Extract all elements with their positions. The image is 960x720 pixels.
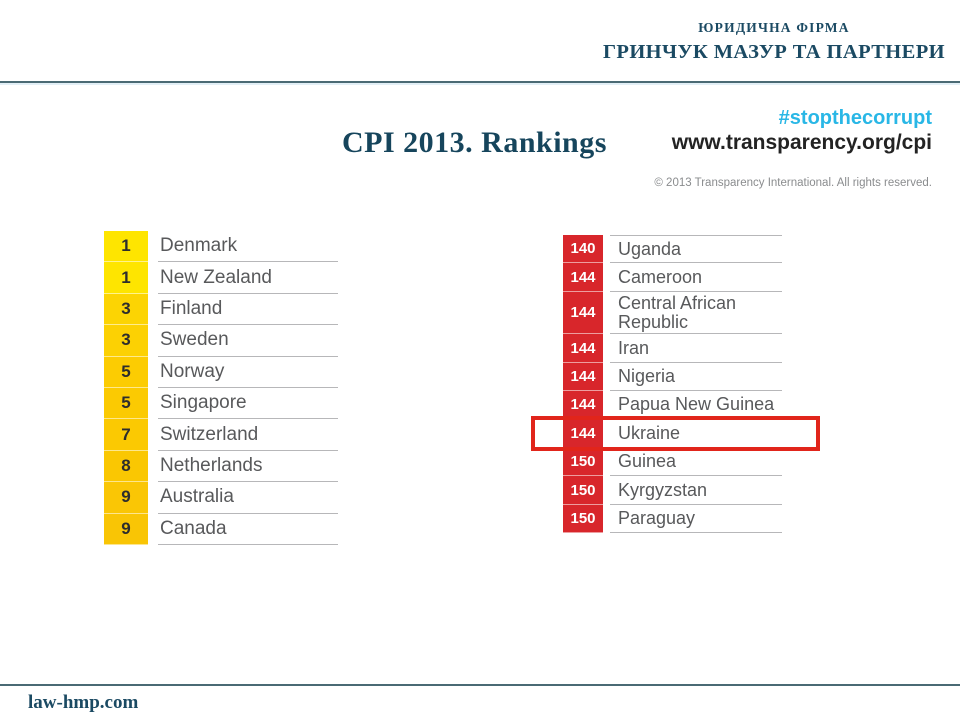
country-cell: Switzerland — [158, 419, 338, 451]
rank-cell: 3 — [104, 293, 148, 326]
country-cell: Netherlands — [158, 451, 338, 483]
rank-cell: 1 — [104, 231, 148, 263]
rank-cell: 3 — [104, 325, 148, 357]
rank-cell: 144 — [563, 263, 603, 292]
country-cell: Iran — [610, 334, 782, 363]
rank-cell: 9 — [104, 513, 148, 545]
table-row: 144 Central African Republic — [563, 291, 782, 335]
country-cell: Canada — [158, 514, 338, 545]
rank-cell: 144 — [563, 362, 603, 392]
country-cell: Norway — [158, 357, 338, 388]
rank-cell: 140 — [563, 235, 603, 264]
rank-cell: 144 — [563, 334, 603, 363]
country-cell: Uganda — [610, 235, 782, 264]
hashtag-label: #stopthecorrupt — [778, 107, 932, 129]
rank-cell: 8 — [104, 450, 148, 483]
source-url: www.transparency.org/cpi — [671, 131, 932, 154]
rank-cell: 150 — [563, 447, 603, 477]
footer-divider — [0, 684, 960, 686]
firm-name-label: ГРИНЧУК МАЗУР ТА ПАРТНЕРИ — [602, 41, 945, 63]
country-cell: Paraguay — [610, 505, 782, 534]
table-row: 3 Sweden — [104, 325, 338, 357]
top-ranked-table: 1 Denmark 1 New Zealand 3 Finland 3 Sweden 5 Norw… — [104, 231, 338, 545]
table-row: 144 Cameroon — [563, 263, 782, 292]
table-row: 150 Guinea — [563, 447, 782, 477]
country-cell: Sweden — [158, 325, 338, 357]
table-row: 140 Uganda — [563, 235, 782, 264]
table-row: 5 Norway — [104, 356, 338, 388]
rank-cell: 150 — [563, 476, 603, 505]
table-row: 150 Kyrgyzstan — [563, 476, 782, 505]
rank-cell: 144 — [563, 391, 603, 420]
bottom-ranked-table: 140 Uganda 144 Cameroon 144 Central African R… — [563, 235, 782, 534]
table-row: 9 Canada — [104, 513, 338, 545]
country-cell: Kyrgyzstan — [610, 476, 782, 505]
country-cell: Guinea — [610, 448, 782, 477]
rank-cell: 5 — [104, 387, 148, 420]
table-row: 144 Nigeria — [563, 362, 782, 392]
country-cell: Singapore — [158, 388, 338, 420]
table-row: 3 Finland — [104, 293, 338, 326]
rank-cell: 1 — [104, 262, 148, 294]
copyright-notice: © 2013 Transparency International. All r… — [654, 177, 932, 189]
country-cell: Denmark — [158, 231, 338, 263]
footer-website: law-hmp.com — [28, 692, 139, 713]
table-row: 150 Paraguay — [563, 504, 782, 534]
rank-cell: 7 — [104, 419, 148, 451]
firm-type-label: ЮРИДИЧНА ФІРМА — [698, 20, 850, 35]
table-row: 144 Iran — [563, 334, 782, 363]
table-row: 1 New Zealand — [104, 262, 338, 294]
country-cell: Central African Republic — [610, 292, 782, 335]
country-cell: New Zealand — [158, 262, 338, 294]
table-row: 8 Netherlands — [104, 450, 338, 483]
country-cell: Australia — [158, 482, 338, 514]
header-divider — [0, 81, 960, 85]
table-row: 7 Switzerland — [104, 419, 338, 451]
table-row: 1 Denmark — [104, 231, 338, 263]
source-attribution: #stopthecorrupt www.transparency.org/cpi… — [654, 107, 932, 189]
rank-cell: 144 — [563, 291, 603, 335]
table-row: 9 Australia — [104, 482, 338, 514]
country-cell: Nigeria — [610, 363, 782, 392]
rank-cell: 150 — [563, 504, 603, 534]
country-cell: Finland — [158, 294, 338, 326]
table-row: 5 Singapore — [104, 387, 338, 420]
country-cell: Cameroon — [610, 263, 782, 292]
rank-cell: 5 — [104, 356, 148, 388]
page-title: CPI 2013. Rankings — [342, 126, 607, 159]
law-firm-header: ЮРИДИЧНА ФІРМА ГРИНЧУК МАЗУР ТА ПАРТНЕРИ — [603, 20, 945, 64]
ukraine-highlight-box — [531, 416, 820, 451]
rank-cell: 9 — [104, 482, 148, 514]
